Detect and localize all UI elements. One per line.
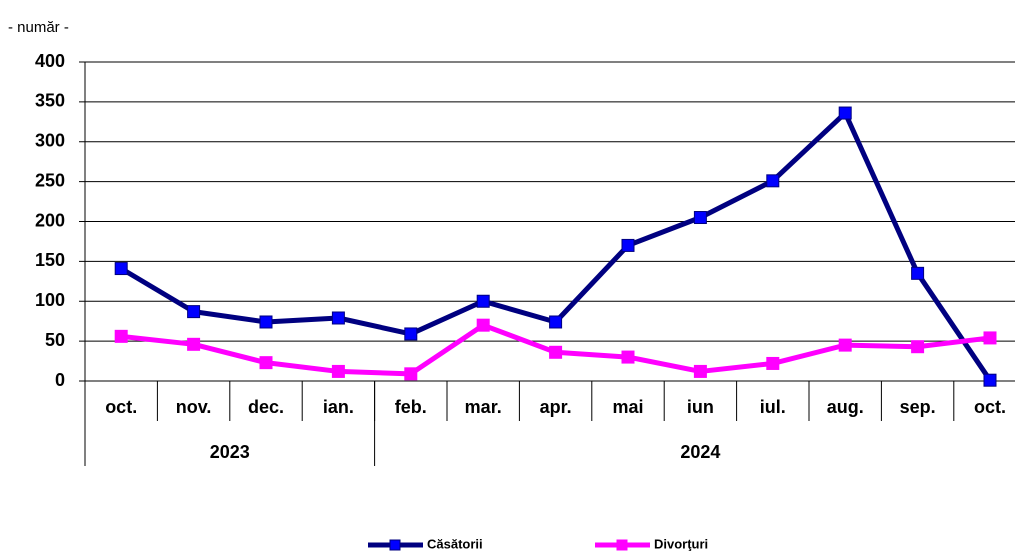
x-tick-label: mai (612, 397, 643, 417)
legend-label: Divorţuri (654, 536, 708, 551)
marker (621, 238, 635, 252)
marker (187, 337, 201, 351)
y-tick-label: 100 (35, 290, 65, 310)
marker (621, 350, 635, 364)
series-line (119, 110, 993, 382)
marker (911, 266, 925, 280)
x-tick-label: mar. (465, 397, 502, 417)
marker (838, 338, 852, 352)
marker (331, 364, 345, 378)
x-tick-label: oct. (105, 397, 137, 417)
marker (766, 356, 780, 370)
marker (549, 345, 563, 359)
x-tick-label: iul. (760, 397, 786, 417)
marker (404, 327, 418, 341)
y-tick-label: 400 (35, 51, 65, 71)
marker (766, 174, 780, 188)
group-label: 2023 (210, 442, 250, 462)
marker (331, 311, 345, 325)
marker (114, 262, 128, 276)
unit-label: - număr - (8, 19, 69, 36)
y-tick-label: 150 (35, 250, 65, 270)
marker (114, 329, 128, 343)
marker (404, 367, 418, 381)
marker (476, 294, 490, 308)
marker (549, 315, 563, 329)
y-tick-label: 0 (55, 370, 65, 390)
x-tick-label: ian. (323, 397, 354, 417)
x-tick-label: iun (687, 397, 714, 417)
legend-marker (616, 539, 628, 551)
x-tick-label: nov. (176, 397, 212, 417)
legend-marker (389, 539, 401, 551)
marker (693, 211, 707, 225)
x-tick-label: sep. (900, 397, 936, 417)
legend-label: Căsătorii (427, 536, 483, 551)
marker (187, 305, 201, 319)
x-tick-label: oct. (974, 397, 1006, 417)
x-tick-label: apr. (540, 397, 572, 417)
x-tick-label: aug. (827, 397, 864, 417)
y-tick-label: 50 (45, 330, 65, 350)
group-label: 2024 (680, 442, 720, 462)
marker (838, 106, 852, 120)
y-tick-label: 200 (35, 210, 65, 230)
marker (693, 364, 707, 378)
marker (911, 340, 925, 354)
marker (259, 356, 273, 370)
marker (259, 315, 273, 329)
marker (983, 373, 997, 387)
marker (476, 318, 490, 332)
y-tick-label: 300 (35, 131, 65, 151)
y-tick-label: 350 (35, 91, 65, 111)
y-tick-label: 250 (35, 170, 65, 190)
marker (983, 331, 997, 345)
x-tick-label: feb. (395, 397, 427, 417)
x-tick-label: dec. (248, 397, 284, 417)
